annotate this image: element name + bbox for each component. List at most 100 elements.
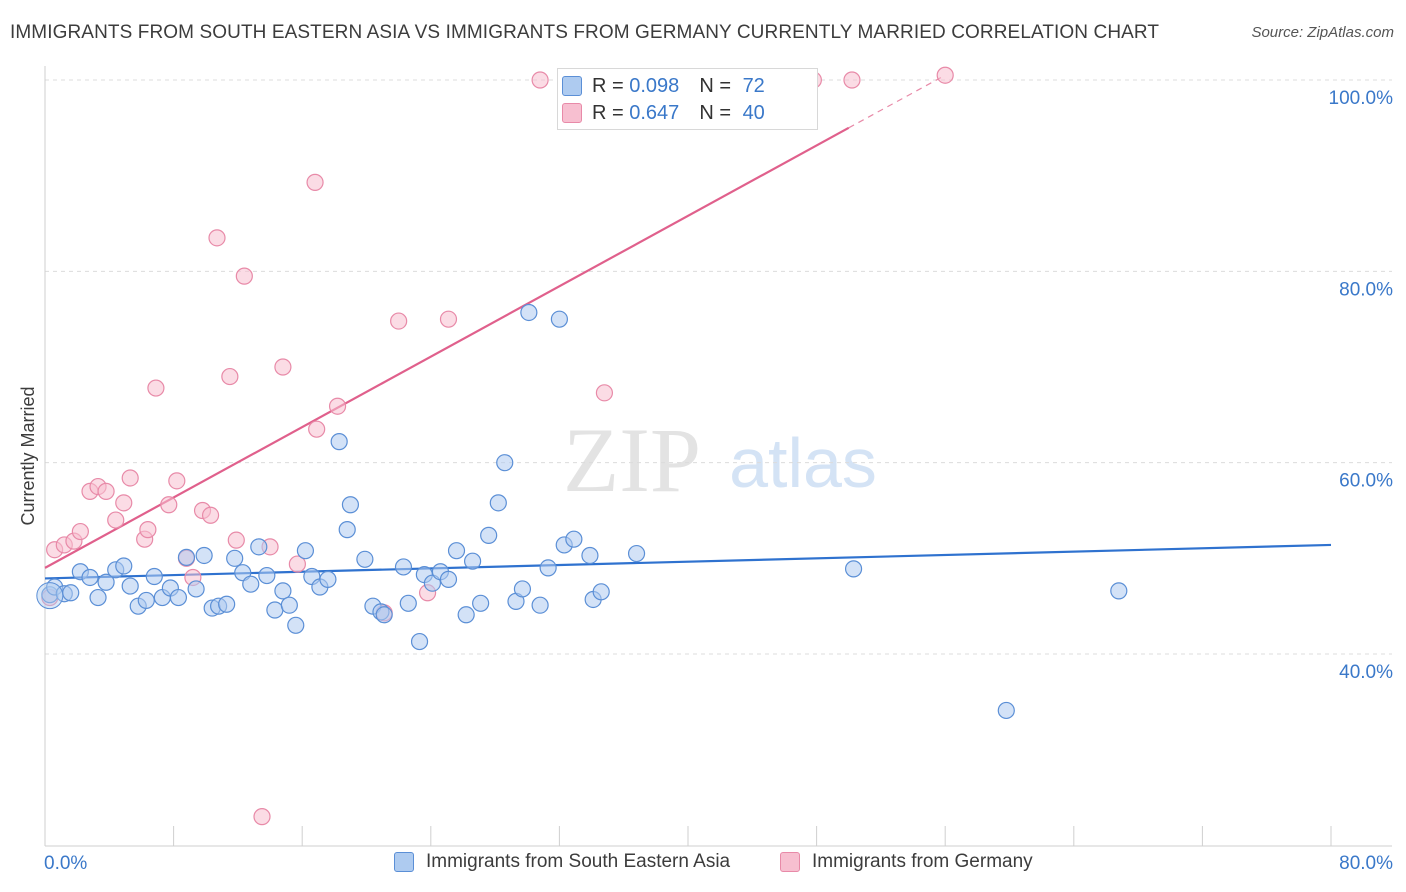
data-point	[843, 71, 861, 89]
data-point	[145, 567, 163, 586]
watermark: ZIP atlas	[563, 409, 877, 511]
x-tick-label: 80.0%	[1339, 853, 1393, 874]
data-point	[218, 595, 236, 613]
data-point	[121, 577, 139, 595]
data-point	[139, 521, 157, 539]
data-point	[89, 588, 107, 607]
data-point	[97, 573, 115, 591]
data-point	[306, 173, 324, 191]
data-point-cluster	[36, 582, 64, 610]
watermark-zip: ZIP	[563, 409, 701, 511]
trend-line-germany	[44, 126, 850, 569]
data-point	[457, 606, 475, 624]
data-point	[531, 596, 549, 614]
data-point	[274, 358, 292, 376]
pink-swatch	[562, 103, 582, 123]
data-point	[531, 71, 549, 89]
data-point	[627, 544, 646, 563]
y-tick-label: 100.0%	[1329, 88, 1394, 109]
data-point	[308, 420, 326, 438]
data-point	[520, 303, 538, 322]
tick-labels: 40.0% 60.0% 80.0% 100.0% 0.0% 80.0%	[44, 88, 1393, 874]
data-point	[472, 594, 490, 612]
data-point	[480, 526, 498, 544]
data-point	[115, 557, 133, 575]
data-point	[496, 454, 514, 472]
data-point	[160, 496, 178, 514]
y-tick-label: 40.0%	[1339, 662, 1393, 683]
data-point	[997, 701, 1015, 720]
data-point	[338, 521, 356, 539]
data-point	[71, 522, 89, 541]
stat-legend: R = 0.098 N = 72 R = 0.647 N = 40	[557, 68, 818, 130]
x-tick-label: 0.0%	[44, 853, 87, 874]
n-label: N =	[699, 101, 737, 124]
stat-legend-row-blue: R = 0.098 N = 72	[562, 73, 765, 99]
blue-swatch	[394, 852, 414, 872]
data-point	[399, 594, 417, 612]
pink-swatch	[780, 852, 800, 872]
data-point	[221, 367, 239, 386]
data-point	[844, 560, 863, 578]
data-point	[463, 552, 482, 570]
source-label: Source: ZipAtlas.com	[1251, 24, 1394, 41]
bottom-legend: Immigrants from South Eastern Asia Immig…	[0, 851, 1406, 879]
n-value: 72	[742, 74, 765, 97]
data-point	[595, 384, 614, 402]
data-point	[356, 550, 374, 568]
data-point	[375, 606, 393, 624]
data-point	[115, 494, 133, 512]
data-point	[97, 482, 115, 500]
data-point	[550, 310, 569, 328]
data-point	[187, 580, 205, 598]
data-point	[201, 506, 220, 524]
r-value: 0.647	[629, 101, 680, 124]
legend-label: Immigrants from South Eastern Asia	[426, 851, 731, 872]
y-tick-label: 60.0%	[1339, 471, 1393, 492]
data-point	[81, 568, 99, 587]
data-point	[226, 549, 244, 567]
data-point	[258, 566, 276, 585]
data-point	[341, 496, 360, 514]
data-point	[581, 546, 599, 565]
data-point	[227, 531, 245, 549]
series-south-eastern-asia	[41, 303, 1128, 720]
legend-item-south-eastern-asia[interactable]: Immigrants from South Eastern Asia	[394, 851, 730, 873]
data-point	[208, 229, 226, 247]
data-point	[137, 591, 155, 610]
data-point	[1110, 582, 1128, 600]
data-point	[394, 558, 413, 576]
data-point	[107, 511, 125, 529]
data-point	[390, 312, 408, 330]
axes	[44, 66, 1392, 847]
data-point	[168, 472, 186, 490]
data-point	[242, 575, 260, 593]
data-point	[121, 469, 139, 487]
blue-swatch	[562, 76, 582, 96]
data-point	[147, 379, 165, 397]
data-point	[592, 583, 610, 601]
data-point	[539, 559, 557, 577]
legend-item-germany[interactable]: Immigrants from Germany	[780, 851, 1033, 873]
data-point	[447, 542, 466, 560]
data-point	[266, 601, 284, 619]
data-point	[62, 584, 80, 602]
trend-line-germany-extension	[848, 74, 946, 129]
stat-legend-row-pink: R = 0.647 N = 40	[562, 100, 765, 126]
data-point	[195, 546, 213, 565]
data-point	[319, 570, 337, 588]
data-point	[439, 570, 458, 588]
data-point	[936, 66, 954, 84]
data-point	[177, 548, 196, 566]
data-point	[253, 808, 271, 826]
data-point	[439, 310, 458, 328]
y-tick-label: 80.0%	[1339, 279, 1393, 300]
data-point	[287, 616, 305, 634]
data-point	[513, 580, 532, 598]
n-label: N =	[699, 74, 737, 97]
chart-title: IMMIGRANTS FROM SOUTH EASTERN ASIA VS IM…	[10, 22, 1160, 43]
data-point	[235, 267, 253, 285]
data-point	[330, 433, 348, 451]
data-point	[489, 494, 507, 512]
